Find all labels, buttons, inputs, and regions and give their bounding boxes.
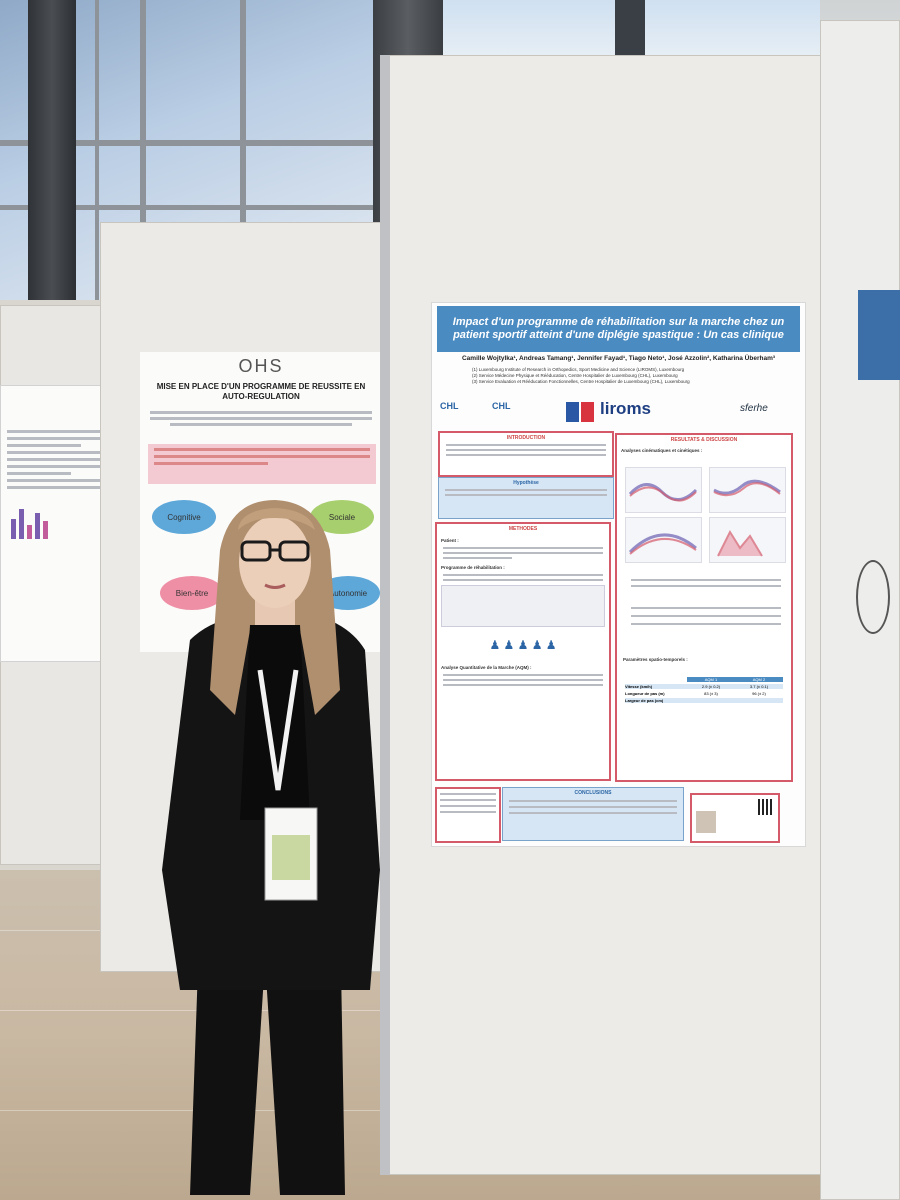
results-box: RESULTATS & DISCUSSION Analyses cinémati… <box>615 433 793 782</box>
references-box <box>435 787 501 843</box>
main-poster: Impact d'un programme de réhabilitation … <box>432 303 805 846</box>
poster-title: Impact d'un programme de réhabilitation … <box>437 306 800 352</box>
sferhe-logo: sferhe <box>740 403 768 414</box>
display-panel <box>820 20 900 1200</box>
presenter <box>162 500 380 1195</box>
ohs-poster: OHS MISE EN PLACE D'UN PROGRAMME DE REUS… <box>140 352 382 652</box>
methods-box: METHODES Patient : Programme de réhabili… <box>435 522 611 781</box>
kinetic-figure-d <box>709 517 786 563</box>
bubble-cognitive: Cognitive <box>152 500 216 534</box>
poster-authors: Camille Wojtylka¹, Andreas Tamang¹, Jenn… <box>461 355 776 362</box>
small-poster <box>0 385 108 662</box>
ohs-objectives-box <box>148 444 376 484</box>
kinematic-figure-a <box>625 467 702 513</box>
right-poster-icon <box>856 560 890 634</box>
contact-box <box>690 793 780 843</box>
window-frame <box>615 0 645 60</box>
ohs-title: MISE EN PLACE D'UN PROGRAMME DE REUSSITE… <box>156 382 366 401</box>
ohs-intro-text <box>150 408 372 436</box>
pillar <box>28 0 76 300</box>
right-poster-header <box>858 290 900 380</box>
liroms-logo: liroms <box>600 399 652 418</box>
chl-logo: CHL <box>492 401 511 411</box>
intro-box: INTRODUCTION <box>438 431 614 477</box>
kinematic-figure-b <box>709 467 786 513</box>
kinematic-figure-c <box>625 517 702 563</box>
hypothesis-box: Hypothèse <box>438 477 614 519</box>
panel-frame <box>380 55 390 1175</box>
chl-logo: CHL <box>440 401 459 411</box>
spatio-temporal-table: AQM 1 AQM 2 Vitesse (km/h) 2.9 (± 0.2) 3… <box>625 677 783 703</box>
poster-affiliations: (1) Luxembourg Institute of Research in … <box>472 367 690 384</box>
liroms-mark <box>566 402 596 422</box>
conclusion-box: CONCLUSIONS <box>502 787 684 841</box>
bubble-bien-etre: Bien-être <box>160 576 224 610</box>
ohs-logo: OHS <box>238 356 284 376</box>
